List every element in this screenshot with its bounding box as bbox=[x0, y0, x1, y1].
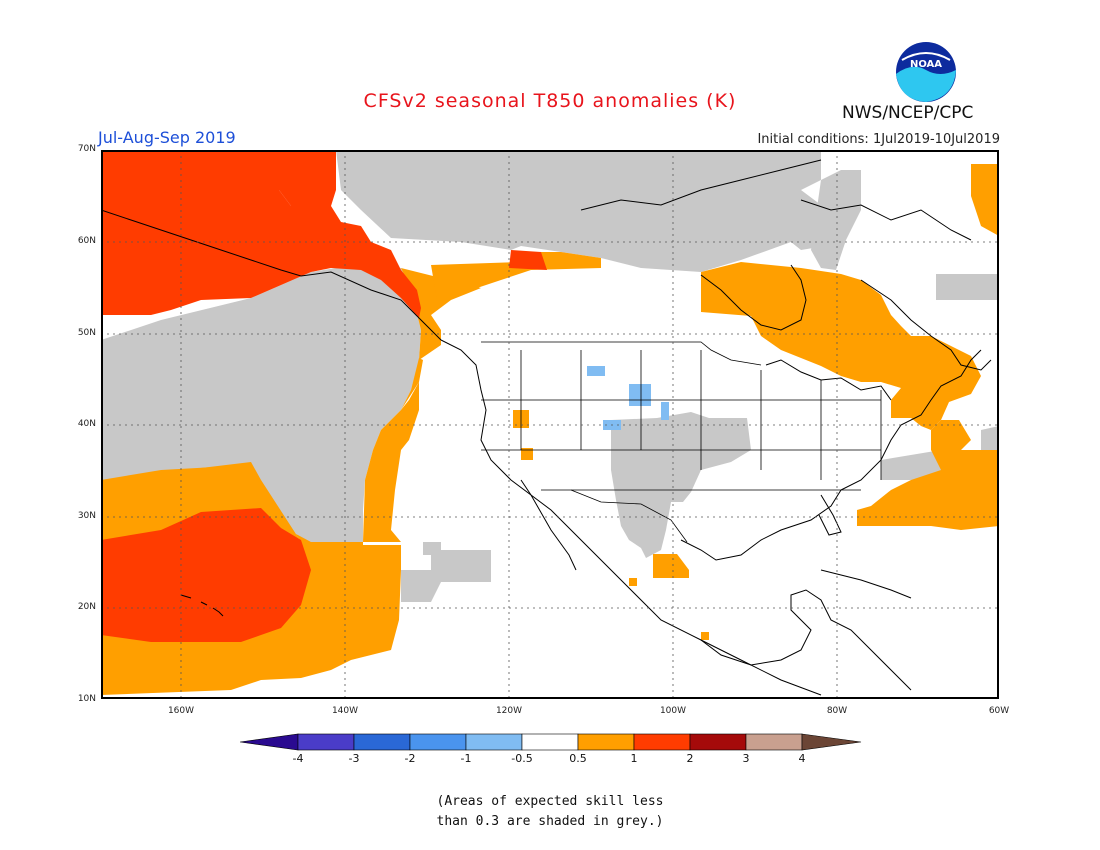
colorbar-cell-2-1 bbox=[409, 733, 467, 751]
colorbar-cell-below-4 bbox=[240, 733, 299, 751]
lon-label-80w: 80W bbox=[826, 706, 848, 716]
colorbar-label: -0.5 bbox=[511, 752, 533, 765]
colorbar-label: -3 bbox=[348, 752, 360, 765]
colorbar-cell-above-4 bbox=[801, 733, 862, 751]
colorbar bbox=[240, 733, 862, 751]
initial-conditions-label: Initial conditions: 1Jul2019-10Jul2019 bbox=[757, 132, 1000, 147]
colorbar-label: 4 bbox=[798, 752, 806, 765]
colorbar-cell-4-3 bbox=[297, 733, 355, 751]
colorbar-cell-1-2 bbox=[633, 733, 691, 751]
lon-label-120w: 120W bbox=[495, 706, 523, 716]
colorbar-label: 0.5 bbox=[569, 752, 587, 765]
colorbar-label: 3 bbox=[742, 752, 750, 765]
colorbar-label: -2 bbox=[404, 752, 416, 765]
lat-label-70n: 70N bbox=[77, 144, 96, 154]
lon-label-160w: 160W bbox=[167, 706, 195, 716]
skill-note-line1: (Areas of expected skill less bbox=[436, 794, 664, 809]
lat-label-10n: 10N bbox=[77, 694, 96, 704]
lon-label-100w: 100W bbox=[659, 706, 687, 716]
skill-note-line2: than 0.3 are shaded in grey.) bbox=[436, 814, 664, 829]
svg-text:NOAA: NOAA bbox=[910, 59, 942, 70]
agency-label: NWS/NCEP/CPC bbox=[842, 103, 974, 123]
lon-label-140w: 140W bbox=[331, 706, 359, 716]
colorbar-label: -4 bbox=[292, 752, 304, 765]
lon-label-60w: 60W bbox=[988, 706, 1010, 716]
colorbar-label: -1 bbox=[460, 752, 472, 765]
lat-label-40n: 40N bbox=[77, 419, 96, 429]
season-label: Jul-Aug-Sep 2019 bbox=[98, 128, 236, 147]
anomaly-map bbox=[101, 150, 999, 699]
colorbar-cell-05-1 bbox=[577, 733, 635, 751]
colorbar-cell-2-3 bbox=[689, 733, 747, 751]
political-borders bbox=[481, 341, 882, 543]
low-skill-grey-regions bbox=[101, 150, 999, 602]
colorbar-label: 1 bbox=[630, 752, 638, 765]
colorbar-cell-neutral bbox=[521, 733, 579, 751]
colorbar-cell-1-05 bbox=[465, 733, 523, 751]
noaa-logo-icon: NOAA bbox=[896, 42, 956, 102]
skill-note: (Areas of expected skill less than 0.3 a… bbox=[0, 792, 1100, 832]
lat-label-60n: 60N bbox=[77, 236, 96, 246]
lat-label-30n: 30N bbox=[77, 511, 96, 521]
colorbar-cell-3-2 bbox=[353, 733, 411, 751]
coastlines bbox=[101, 159, 992, 696]
graticule bbox=[101, 150, 999, 699]
map-title: CFSv2 seasonal T850 anomalies (K) bbox=[363, 90, 737, 112]
colorbar-cell-3-4 bbox=[745, 733, 803, 751]
lat-label-50n: 50N bbox=[77, 328, 96, 338]
colorbar-label: 2 bbox=[686, 752, 694, 765]
lat-label-20n: 20N bbox=[77, 602, 96, 612]
